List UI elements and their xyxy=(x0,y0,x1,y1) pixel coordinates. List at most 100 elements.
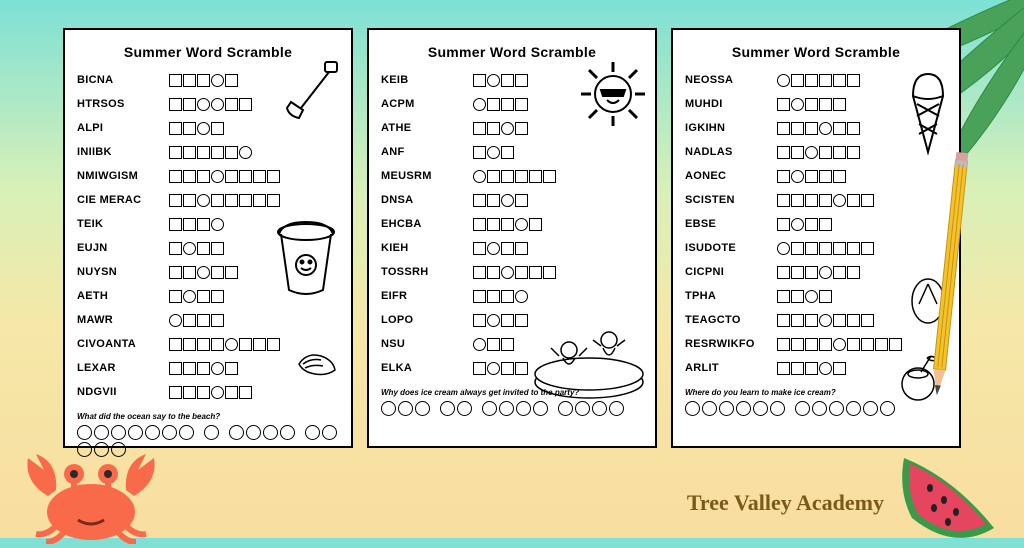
letter-box[interactable] xyxy=(501,170,514,183)
letter-box[interactable] xyxy=(501,74,514,87)
letter-box[interactable] xyxy=(487,194,500,207)
letter-box[interactable] xyxy=(487,218,500,231)
letter-box[interactable] xyxy=(197,218,210,231)
letter-box[interactable] xyxy=(183,170,196,183)
letter-box[interactable] xyxy=(473,218,486,231)
letter-box[interactable] xyxy=(225,74,238,87)
letter-box[interactable] xyxy=(791,146,804,159)
letter-box[interactable] xyxy=(183,266,196,279)
letter-box[interactable] xyxy=(819,74,832,87)
letter-box[interactable] xyxy=(833,242,846,255)
letter-box[interactable] xyxy=(847,122,860,135)
letter-box[interactable] xyxy=(833,362,846,375)
letter-box[interactable] xyxy=(515,98,528,111)
letter-box[interactable] xyxy=(819,266,832,279)
letter-box[interactable] xyxy=(211,98,224,111)
letter-box[interactable] xyxy=(847,266,860,279)
letter-box[interactable] xyxy=(819,194,832,207)
letter-box[interactable] xyxy=(833,338,846,351)
letter-box[interactable] xyxy=(777,290,790,303)
letter-box[interactable] xyxy=(543,266,556,279)
letter-box[interactable] xyxy=(183,362,196,375)
answer-circle[interactable] xyxy=(609,401,624,416)
answer-circle[interactable] xyxy=(229,425,244,440)
letter-box[interactable] xyxy=(197,338,210,351)
answer-circle[interactable] xyxy=(685,401,700,416)
letter-box[interactable] xyxy=(225,362,238,375)
letter-box[interactable] xyxy=(169,98,182,111)
answer-circle[interactable] xyxy=(812,401,827,416)
letter-box[interactable] xyxy=(473,194,486,207)
answer-circle[interactable] xyxy=(440,401,455,416)
answer-circle[interactable] xyxy=(499,401,514,416)
letter-box[interactable] xyxy=(529,218,542,231)
letter-box[interactable] xyxy=(225,170,238,183)
letter-box[interactable] xyxy=(169,170,182,183)
letter-box[interactable] xyxy=(169,122,182,135)
letter-box[interactable] xyxy=(819,362,832,375)
letter-box[interactable] xyxy=(805,338,818,351)
letter-box[interactable] xyxy=(529,266,542,279)
letter-box[interactable] xyxy=(169,362,182,375)
letter-box[interactable] xyxy=(169,218,182,231)
letter-box[interactable] xyxy=(169,338,182,351)
letter-box[interactable] xyxy=(239,194,252,207)
answer-circle[interactable] xyxy=(736,401,751,416)
letter-box[interactable] xyxy=(847,194,860,207)
letter-box[interactable] xyxy=(253,194,266,207)
letter-box[interactable] xyxy=(211,266,224,279)
letter-box[interactable] xyxy=(805,170,818,183)
letter-box[interactable] xyxy=(791,338,804,351)
letter-box[interactable] xyxy=(239,338,252,351)
letter-box[interactable] xyxy=(197,146,210,159)
letter-box[interactable] xyxy=(515,218,528,231)
answer-circle[interactable] xyxy=(846,401,861,416)
letter-box[interactable] xyxy=(183,290,196,303)
letter-box[interactable] xyxy=(777,362,790,375)
letter-box[interactable] xyxy=(861,338,874,351)
letter-box[interactable] xyxy=(805,98,818,111)
letter-box[interactable] xyxy=(197,194,210,207)
letter-box[interactable] xyxy=(501,314,514,327)
letter-box[interactable] xyxy=(805,266,818,279)
letter-box[interactable] xyxy=(847,146,860,159)
letter-box[interactable] xyxy=(211,386,224,399)
letter-box[interactable] xyxy=(777,122,790,135)
letter-box[interactable] xyxy=(847,74,860,87)
answer-circle[interactable] xyxy=(533,401,548,416)
letter-box[interactable] xyxy=(791,218,804,231)
answer-circle[interactable] xyxy=(575,401,590,416)
letter-box[interactable] xyxy=(501,218,514,231)
answer-circle[interactable] xyxy=(829,401,844,416)
letter-box[interactable] xyxy=(819,314,832,327)
answer-circle[interactable] xyxy=(263,425,278,440)
letter-box[interactable] xyxy=(515,362,528,375)
letter-box[interactable] xyxy=(197,266,210,279)
letter-box[interactable] xyxy=(169,74,182,87)
letter-box[interactable] xyxy=(819,98,832,111)
letter-box[interactable] xyxy=(501,266,514,279)
letter-box[interactable] xyxy=(791,74,804,87)
letter-box[interactable] xyxy=(889,338,902,351)
letter-box[interactable] xyxy=(515,74,528,87)
letter-box[interactable] xyxy=(211,338,224,351)
letter-box[interactable] xyxy=(777,218,790,231)
letter-box[interactable] xyxy=(473,314,486,327)
letter-box[interactable] xyxy=(515,242,528,255)
letter-box[interactable] xyxy=(819,122,832,135)
letter-box[interactable] xyxy=(169,386,182,399)
letter-box[interactable] xyxy=(847,314,860,327)
letter-box[interactable] xyxy=(487,122,500,135)
letter-box[interactable] xyxy=(487,74,500,87)
letter-box[interactable] xyxy=(169,290,182,303)
letter-box[interactable] xyxy=(791,242,804,255)
letter-box[interactable] xyxy=(211,194,224,207)
answer-circle[interactable] xyxy=(381,401,396,416)
letter-box[interactable] xyxy=(501,290,514,303)
letter-box[interactable] xyxy=(169,146,182,159)
letter-box[interactable] xyxy=(501,98,514,111)
letter-box[interactable] xyxy=(777,314,790,327)
letter-box[interactable] xyxy=(805,362,818,375)
letter-box[interactable] xyxy=(225,386,238,399)
letter-box[interactable] xyxy=(791,314,804,327)
